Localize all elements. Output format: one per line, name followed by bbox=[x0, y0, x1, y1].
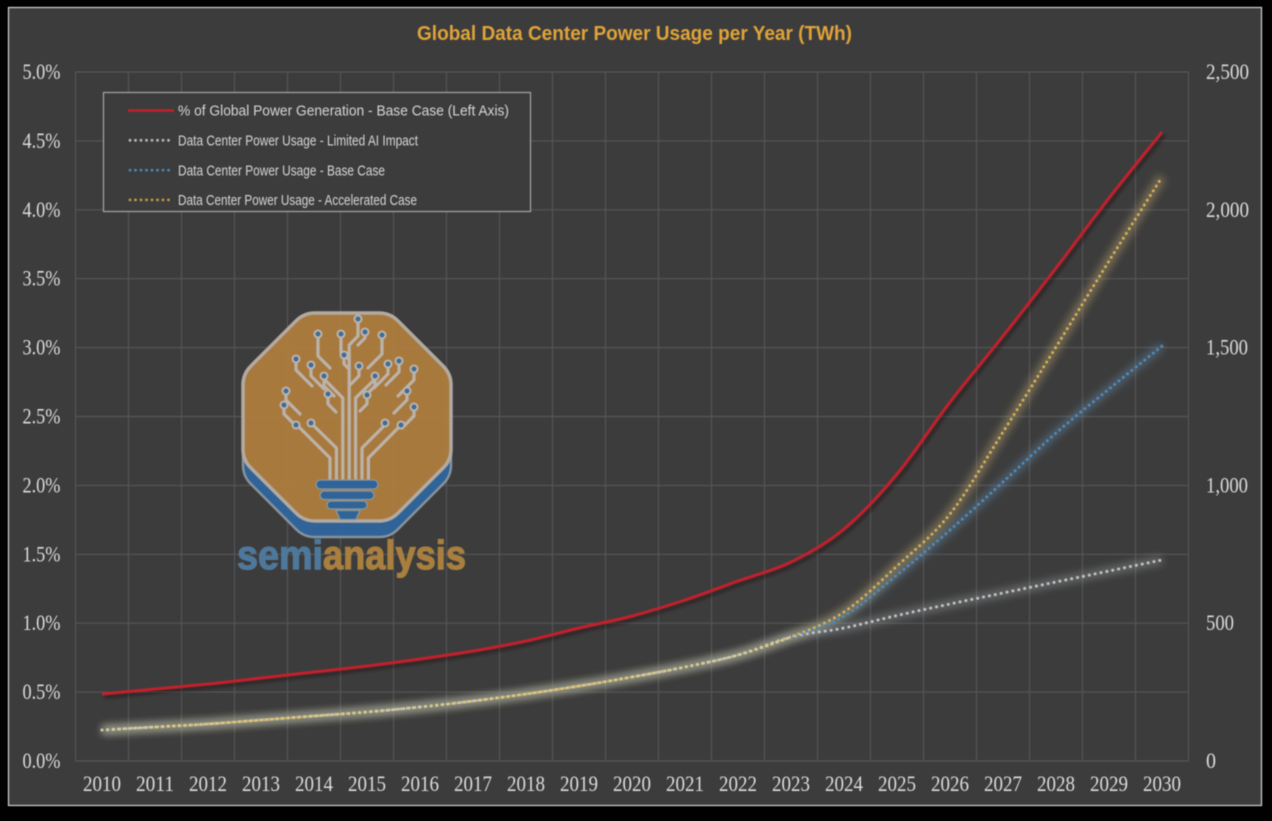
svg-text:2,500: 2,500 bbox=[1206, 59, 1249, 84]
svg-text:3.5%: 3.5% bbox=[23, 266, 61, 291]
svg-text:2016: 2016 bbox=[401, 771, 439, 796]
svg-text:2022: 2022 bbox=[719, 771, 757, 796]
svg-text:2.5%: 2.5% bbox=[23, 404, 61, 429]
svg-text:2025: 2025 bbox=[878, 771, 916, 796]
svg-text:0.5%: 0.5% bbox=[23, 679, 61, 704]
svg-text:1,500: 1,500 bbox=[1206, 335, 1248, 360]
svg-text:0.0%: 0.0% bbox=[23, 748, 61, 773]
svg-text:2030: 2030 bbox=[1143, 771, 1181, 796]
svg-text:500: 500 bbox=[1206, 610, 1234, 635]
svg-text:2026: 2026 bbox=[931, 771, 969, 796]
svg-text:4.0%: 4.0% bbox=[23, 197, 61, 222]
svg-text:2027: 2027 bbox=[984, 771, 1022, 796]
svg-text:analysis: analysis bbox=[323, 532, 466, 578]
svg-text:2020: 2020 bbox=[613, 771, 651, 796]
svg-text:2011: 2011 bbox=[136, 771, 174, 796]
svg-text:4.5%: 4.5% bbox=[23, 128, 61, 153]
svg-text:1.5%: 1.5% bbox=[23, 541, 61, 566]
svg-text:2019: 2019 bbox=[560, 771, 598, 796]
svg-text:2014: 2014 bbox=[295, 771, 333, 796]
svg-text:Data Center Power Usage - Acce: Data Center Power Usage - Accelerated Ca… bbox=[178, 193, 417, 209]
svg-text:2017: 2017 bbox=[454, 771, 492, 796]
svg-text:2010: 2010 bbox=[83, 771, 121, 796]
svg-text:5.0%: 5.0% bbox=[23, 59, 61, 84]
svg-text:0: 0 bbox=[1206, 748, 1216, 773]
svg-text:2012: 2012 bbox=[189, 771, 227, 796]
svg-text:Data Center Power Usage - Limi: Data Center Power Usage - Limited AI Imp… bbox=[178, 134, 418, 150]
svg-text:1,000: 1,000 bbox=[1206, 472, 1248, 497]
svg-text:Data Center Power Usage - Base: Data Center Power Usage - Base Case bbox=[178, 163, 385, 179]
svg-text:2021: 2021 bbox=[666, 771, 704, 796]
svg-text:2,000: 2,000 bbox=[1206, 197, 1249, 222]
svg-text:2028: 2028 bbox=[1037, 771, 1075, 796]
svg-text:Global Data Center Power Usage: Global Data Center Power Usage per Year … bbox=[417, 22, 852, 45]
svg-text:2024: 2024 bbox=[825, 771, 863, 796]
svg-text:1.0%: 1.0% bbox=[23, 610, 61, 635]
svg-text:3.0%: 3.0% bbox=[23, 335, 61, 360]
svg-text:semi: semi bbox=[237, 532, 323, 578]
svg-text:2018: 2018 bbox=[507, 771, 545, 796]
svg-text:2013: 2013 bbox=[242, 771, 280, 796]
svg-text:2015: 2015 bbox=[348, 771, 386, 796]
svg-text:2029: 2029 bbox=[1090, 771, 1128, 796]
svg-text:% of Global Power Generation -: % of Global Power Generation - Base Case… bbox=[178, 104, 509, 120]
svg-text:2.0%: 2.0% bbox=[23, 472, 61, 497]
svg-text:2023: 2023 bbox=[772, 771, 810, 796]
